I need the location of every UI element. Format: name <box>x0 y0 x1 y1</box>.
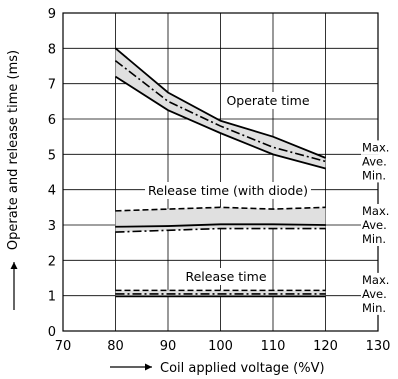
series-line-0-2 <box>115 75 326 170</box>
x-tick-label: 130 <box>366 339 391 354</box>
series-line-1-1 <box>115 223 326 228</box>
series-label-1-0: Max. <box>362 204 389 218</box>
y-tick-label: 8 <box>48 42 56 57</box>
series-label-bg <box>361 232 388 246</box>
series-label-1-1: Ave. <box>362 218 387 232</box>
series-label-bg <box>361 168 388 183</box>
group-label-bg-0 <box>223 92 313 109</box>
series-label-0-2: Min. <box>362 168 386 182</box>
group-label-1: Release time (with diode) <box>148 183 308 198</box>
band-0 <box>115 48 326 169</box>
y-tick-label: 2 <box>48 254 56 269</box>
group-label-bg-1 <box>145 182 311 199</box>
y-tick-label: 9 <box>48 7 56 22</box>
group-label-bg-2 <box>182 268 270 285</box>
series-label-0-1: Ave. <box>362 154 387 168</box>
series-label-2-2: Min. <box>362 301 386 315</box>
series-label-bg <box>361 286 388 301</box>
series-label-bg <box>361 300 388 315</box>
series-line-1-2 <box>115 227 326 233</box>
series-line-0-0 <box>114 47 326 159</box>
x-tick-label: 80 <box>107 339 124 354</box>
series-label-2-1: Ave. <box>362 287 387 301</box>
y-tick-label: 4 <box>48 184 56 199</box>
group-label-0: Operate time <box>226 93 309 108</box>
y-tick-label: 7 <box>48 78 56 93</box>
y-tick-label: 6 <box>48 113 56 128</box>
series-label-bg <box>361 204 391 218</box>
y-axis-arrowhead <box>10 262 18 269</box>
series-label-2-0: Max. <box>362 273 389 287</box>
series-line-1-0 <box>115 206 326 212</box>
series-label-bg <box>361 218 388 232</box>
y-tick-label: 1 <box>48 290 56 305</box>
x-axis-arrowhead <box>145 363 152 371</box>
x-tick-label: 120 <box>313 339 338 354</box>
y-axis-label: Operate and release time (ms) <box>6 50 21 250</box>
x-axis-label: Coil applied voltage (%V) <box>160 361 325 376</box>
series-line-0-1 <box>115 60 326 163</box>
x-tick-label: 110 <box>261 339 286 354</box>
series-label-0-0: Max. <box>362 140 389 154</box>
series-label-bg <box>361 154 388 169</box>
x-tick-label: 90 <box>160 339 177 354</box>
series-label-bg <box>361 140 391 155</box>
series-label-1-2: Min. <box>362 232 386 246</box>
x-tick-label: 100 <box>208 339 233 354</box>
series-label-bg <box>361 272 391 287</box>
y-tick-label: 5 <box>48 148 56 163</box>
y-tick-label: 0 <box>48 325 56 340</box>
x-tick-label: 70 <box>55 339 72 354</box>
group-label-2: Release time <box>185 269 266 284</box>
y-tick-label: 3 <box>48 219 56 234</box>
